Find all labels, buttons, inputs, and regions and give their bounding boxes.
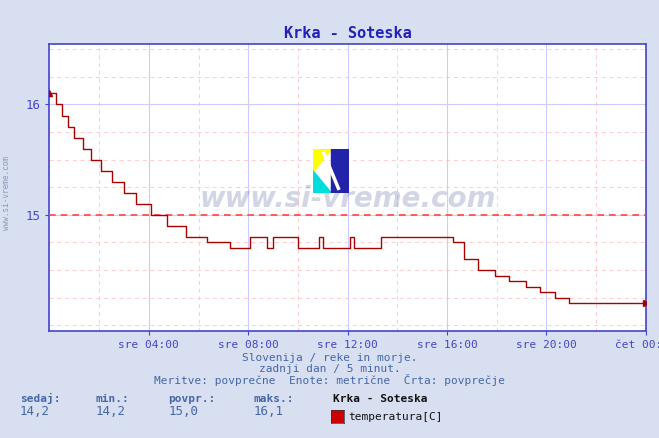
Text: 15,0: 15,0: [168, 405, 198, 418]
Text: Meritve: povprečne  Enote: metrične  Črta: povprečje: Meritve: povprečne Enote: metrične Črta:…: [154, 374, 505, 386]
Text: min.:: min.:: [96, 394, 129, 404]
Text: temperatura[C]: temperatura[C]: [348, 412, 442, 421]
Text: www.si-vreme.com: www.si-vreme.com: [2, 156, 11, 230]
Text: 16,1: 16,1: [254, 405, 284, 418]
Polygon shape: [313, 171, 331, 193]
Title: Krka - Soteska: Krka - Soteska: [284, 26, 411, 41]
Text: sedaj:: sedaj:: [20, 393, 60, 404]
Polygon shape: [331, 149, 349, 193]
Text: www.si-vreme.com: www.si-vreme.com: [200, 185, 496, 213]
Text: Krka - Soteska: Krka - Soteska: [333, 394, 427, 404]
Text: maks.:: maks.:: [254, 394, 294, 404]
Text: zadnji dan / 5 minut.: zadnji dan / 5 minut.: [258, 364, 401, 374]
Text: Slovenija / reke in morje.: Slovenija / reke in morje.: [242, 353, 417, 363]
Text: povpr.:: povpr.:: [168, 394, 215, 404]
Text: 14,2: 14,2: [20, 405, 50, 418]
Polygon shape: [313, 149, 331, 171]
Text: 14,2: 14,2: [96, 405, 126, 418]
